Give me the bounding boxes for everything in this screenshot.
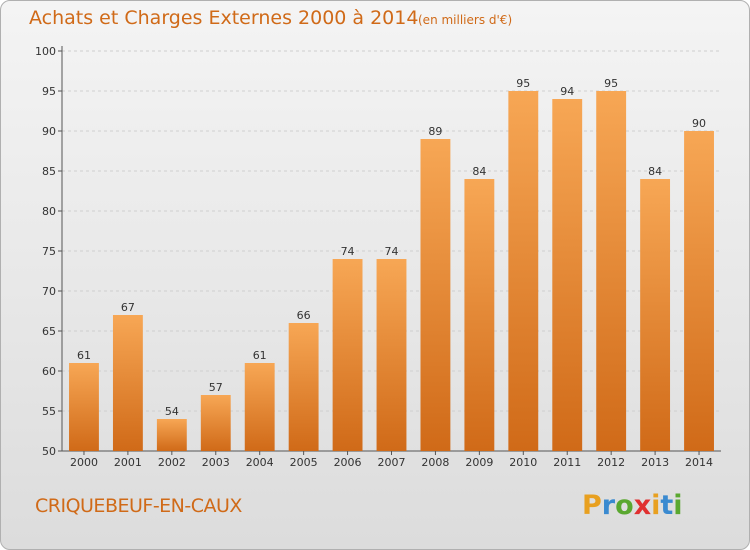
x-tick-label: 2002 <box>158 456 186 469</box>
y-tick-label: 85 <box>42 165 56 178</box>
y-tick-label: 100 <box>35 45 56 58</box>
chart-subtitle: (en milliers d'€) <box>418 13 513 27</box>
y-tick-label: 90 <box>42 125 56 138</box>
bar <box>464 179 495 451</box>
bar-value-label: 94 <box>560 85 574 98</box>
x-tick-label: 2006 <box>334 456 362 469</box>
bar-value-label: 84 <box>472 165 486 178</box>
bar-value-label: 61 <box>77 349 91 362</box>
bar <box>332 259 363 451</box>
logo-letter: r <box>601 490 616 521</box>
bar-value-label: 74 <box>385 245 399 258</box>
x-tick-label: 2014 <box>685 456 713 469</box>
labels: 61 67 54 57 61 66 74 74 89 84 95 94 95 84 90 <box>77 77 706 418</box>
logo-letter: i <box>673 490 683 521</box>
x-tick-label: 2012 <box>597 456 625 469</box>
logo-letter: x <box>633 490 652 521</box>
commune-name: CRIQUEBEUF-EN-CAUX <box>35 495 242 517</box>
bar <box>244 363 275 451</box>
logo-letter: i <box>651 490 661 521</box>
x-tick-label: 2003 <box>202 456 230 469</box>
bar <box>69 363 99 451</box>
bar <box>420 139 451 451</box>
bar <box>200 395 231 451</box>
proxiti-logo: Proxiti <box>582 490 683 521</box>
y-tick-label: 60 <box>42 365 56 378</box>
x-tick-label: 2000 <box>70 456 98 469</box>
bar <box>288 323 319 451</box>
bar <box>596 91 627 451</box>
y-tick-label: 70 <box>42 285 56 298</box>
x-tick-label: 2010 <box>509 456 537 469</box>
logo-letter: t <box>660 490 674 521</box>
bar-value-label: 89 <box>428 125 442 138</box>
x-tick-label: 2008 <box>421 456 449 469</box>
bar-value-label: 84 <box>648 165 662 178</box>
bar-value-label: 57 <box>209 381 223 394</box>
bars <box>69 91 714 451</box>
bar-value-label: 66 <box>297 309 311 322</box>
bar <box>508 91 539 451</box>
bar <box>376 259 407 451</box>
bar-value-label: 74 <box>341 245 355 258</box>
bar <box>552 99 583 451</box>
chart-title: Achats et Charges Externes 2000 à 2014 <box>29 7 419 29</box>
x-tick-label: 2011 <box>553 456 581 469</box>
bar-value-label: 67 <box>121 301 135 314</box>
bar-value-label: 90 <box>692 117 706 130</box>
y-tick-label: 80 <box>42 205 56 218</box>
y-tick-label: 75 <box>42 245 56 258</box>
y-tick-label: 55 <box>42 405 56 418</box>
bar <box>156 419 187 451</box>
logo-letter: P <box>582 490 602 521</box>
y-tick-label: 95 <box>42 85 56 98</box>
bar <box>640 179 671 451</box>
y-tick-label: 65 <box>42 325 56 338</box>
bar-value-label: 95 <box>516 77 530 90</box>
bar-value-label: 61 <box>253 349 267 362</box>
bar-value-label: 95 <box>604 77 618 90</box>
bar-value-label: 54 <box>165 405 179 418</box>
y-tick-label: 50 <box>42 445 56 458</box>
x-tick-label: 2001 <box>114 456 142 469</box>
x-tick-label: 2005 <box>290 456 318 469</box>
x-tick-label: 2009 <box>465 456 493 469</box>
x-tick-label: 2013 <box>641 456 669 469</box>
bar <box>112 315 143 451</box>
x-tick-label: 2004 <box>246 456 274 469</box>
logo-letter: o <box>615 490 634 521</box>
x-tick-label: 2007 <box>378 456 406 469</box>
bar <box>684 131 714 451</box>
